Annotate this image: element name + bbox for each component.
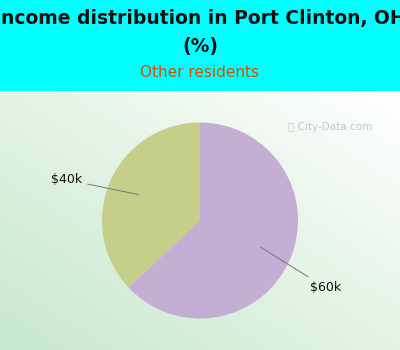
Text: Other residents: Other residents [140, 65, 260, 80]
Text: (%): (%) [182, 37, 218, 56]
Text: Income distribution in Port Clinton, OH: Income distribution in Port Clinton, OH [0, 9, 400, 28]
Text: $60k: $60k [261, 247, 341, 294]
Wedge shape [102, 122, 200, 288]
Text: ⓘ City-Data.com: ⓘ City-Data.com [288, 122, 372, 132]
Wedge shape [128, 122, 298, 318]
Text: $40k: $40k [51, 173, 139, 195]
